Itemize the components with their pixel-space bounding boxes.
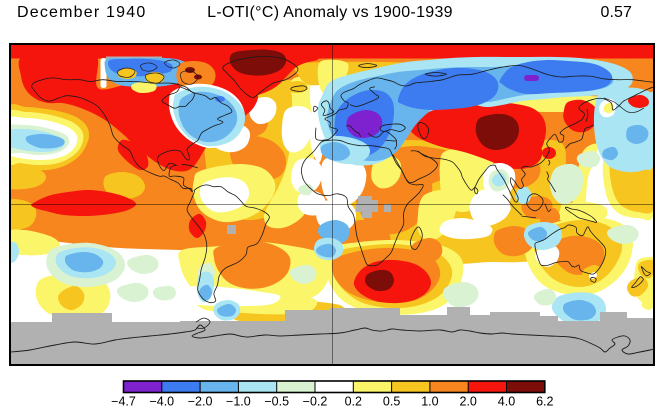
svg-text:0.5: 0.5 [383,395,400,409]
svg-text:−2.0: −2.0 [188,395,213,409]
svg-text:−0.5: −0.5 [264,395,289,409]
svg-text:2.0: 2.0 [460,395,477,409]
svg-text:0.2: 0.2 [345,395,362,409]
svg-text:1.0: 1.0 [421,395,438,409]
svg-text:6.2: 6.2 [536,395,553,409]
svg-text:−0.2: −0.2 [303,395,328,409]
svg-text:4.0: 4.0 [498,395,515,409]
svg-text:−4.0: −4.0 [149,395,174,409]
svg-text:−4.7: −4.7 [111,395,136,409]
svg-text:−1.0: −1.0 [226,395,251,409]
